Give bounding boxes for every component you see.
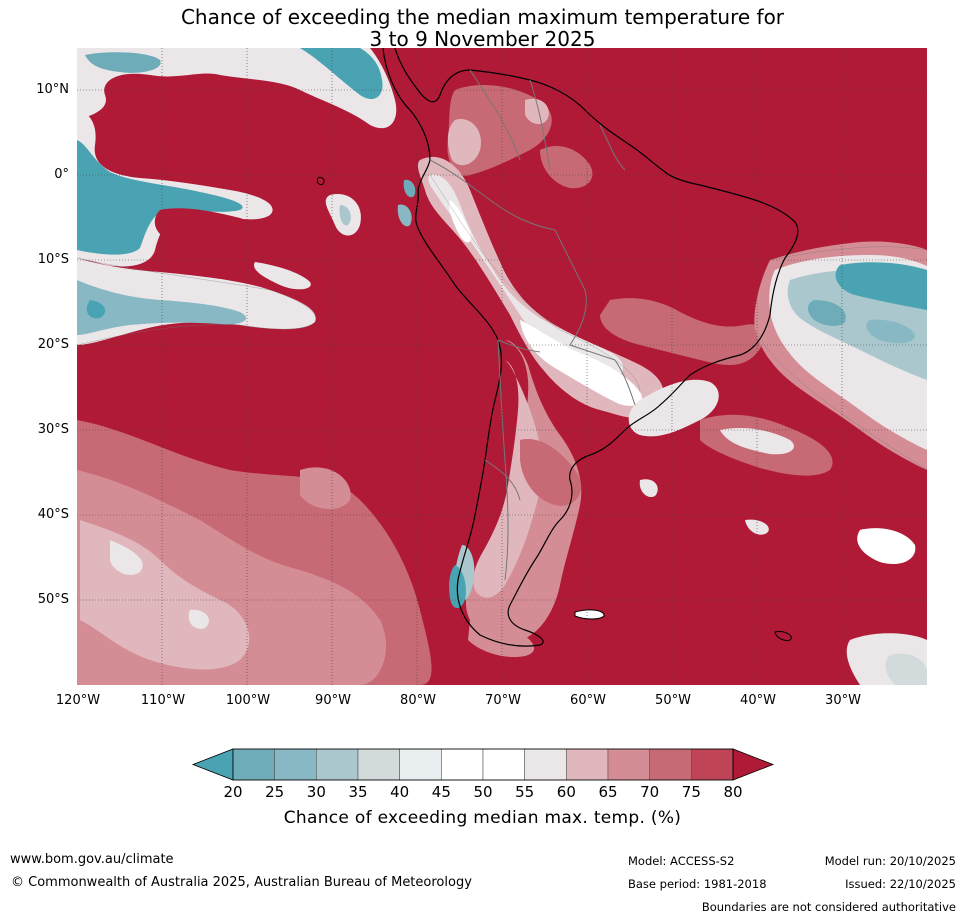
colorbar-bin	[649, 748, 692, 781]
colorbar-bin	[399, 748, 442, 781]
lat-label-10s: 10°S	[37, 252, 69, 267]
lat-label-30s: 30°S	[37, 422, 69, 437]
map-gridlines	[77, 48, 927, 685]
colorbar-tick-label: 20	[223, 783, 243, 801]
colorbar-upper-extend	[732, 748, 775, 781]
colorbar-tick-label: 55	[515, 783, 535, 801]
galapagos-islands	[316, 177, 325, 185]
lon-label-120w: 120°W	[55, 693, 101, 708]
colorbar-bin	[524, 748, 567, 781]
south-america-mixed-area	[397, 85, 764, 658]
lon-label-80w: 80°W	[400, 693, 436, 708]
lon-label-70w: 70°W	[485, 693, 521, 708]
map-title-line-1: Chance of exceeding the median maximum t…	[180, 5, 785, 29]
model-run-text: Model run: 20/10/2025	[824, 854, 956, 868]
map-title-line-2: 3 to 9 November 2025	[369, 27, 596, 51]
contour-lines	[77, 174, 927, 471]
colorbar-bin	[316, 748, 359, 781]
south-america-coastline	[382, 48, 799, 647]
colorbar-bin	[566, 748, 609, 781]
colorbar-tick-label: 80	[723, 783, 743, 801]
colorbar-outline	[232, 748, 734, 781]
colorbar	[191, 748, 775, 781]
colorbar-tick-label: 25	[265, 783, 285, 801]
colorbar-bin	[482, 748, 525, 781]
colorbar-bin	[357, 748, 400, 781]
falkland-islands	[574, 609, 605, 620]
model-text: Model: ACCESS-S2	[628, 854, 735, 868]
colorbar-bin	[441, 748, 484, 781]
lat-label-50s: 50°S	[37, 592, 69, 607]
colorbar-bin	[607, 748, 650, 781]
lat-label-0: 0°	[54, 167, 69, 182]
equatorial-pacific-cool-area	[77, 48, 397, 345]
colorbar-tick-label: 30	[306, 783, 326, 801]
copyright-text: © Commonwealth of Australia 2025, Austra…	[11, 875, 472, 890]
country-borders	[429, 69, 636, 581]
base-period-text: Base period: 1981-2018	[628, 877, 767, 891]
colorbar-tick-label: 50	[473, 783, 493, 801]
south-pacific-mottled-band	[77, 420, 432, 685]
lat-label-20s: 20°S	[37, 337, 69, 352]
colorbar-bin	[232, 748, 275, 781]
website-link[interactable]: www.bom.gov.au/climate	[10, 852, 174, 867]
issued-text: Issued: 22/10/2025	[845, 877, 956, 891]
colorbar-tick-label: 45	[431, 783, 451, 801]
disclaimer-text: Boundaries are not considered authoritat…	[701, 900, 956, 914]
colorbar-tick-label: 65	[598, 783, 618, 801]
colorbar-tick-label: 40	[390, 783, 410, 801]
south-georgia	[774, 631, 792, 641]
colorbar-tick-label: 60	[556, 783, 576, 801]
colorbar-tick-label: 70	[640, 783, 660, 801]
colorbar-bin	[274, 748, 317, 781]
lon-label-100w: 100°W	[225, 693, 271, 708]
lon-label-40w: 40°W	[740, 693, 776, 708]
colorbar-title: Chance of exceeding median max. temp. (%…	[283, 808, 682, 828]
colorbar-tick-label: 35	[348, 783, 368, 801]
lat-label-40s: 40°S	[37, 507, 69, 522]
lon-label-50w: 50°W	[655, 693, 691, 708]
map-field	[77, 48, 927, 685]
colorbar-tick-label: 75	[681, 783, 701, 801]
lon-label-90w: 90°W	[315, 693, 351, 708]
colorbar-lower-extend	[191, 748, 234, 781]
south-atlantic-cool-area	[639, 241, 927, 685]
lon-label-30w: 30°W	[825, 693, 861, 708]
colorbar-bin	[691, 748, 734, 781]
lon-label-60w: 60°W	[570, 693, 606, 708]
lon-label-110w: 110°W	[140, 693, 186, 708]
lat-label-10n: 10°N	[36, 82, 69, 97]
